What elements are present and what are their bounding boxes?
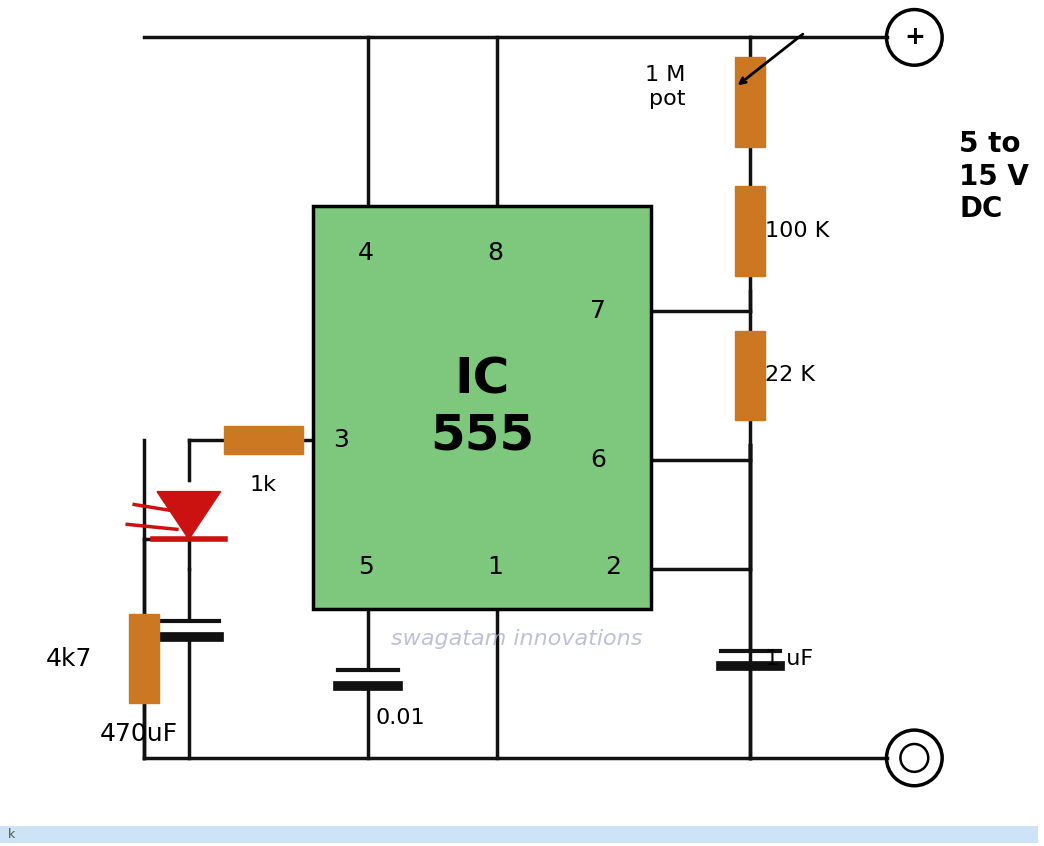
Bar <box>735 331 765 420</box>
Bar <box>129 614 159 703</box>
Text: 22 K: 22 K <box>765 365 815 385</box>
Text: 4: 4 <box>358 241 374 265</box>
Text: k: k <box>8 828 16 841</box>
Text: 1 M
pot: 1 M pot <box>645 65 686 108</box>
Text: 1: 1 <box>487 555 503 579</box>
Bar <box>223 426 303 453</box>
Bar <box>0 826 1038 843</box>
Polygon shape <box>157 492 220 539</box>
Text: 5: 5 <box>358 555 374 579</box>
Bar <box>735 58 765 146</box>
Text: +: + <box>904 25 925 49</box>
Text: 7: 7 <box>590 299 607 322</box>
Bar <box>735 186 765 276</box>
Text: 2: 2 <box>606 555 621 579</box>
Text: 100 K: 100 K <box>765 221 830 241</box>
Text: 470uF: 470uF <box>100 722 179 746</box>
Text: 6: 6 <box>590 448 607 472</box>
Text: 1k: 1k <box>250 475 277 495</box>
Text: 1 uF: 1 uF <box>765 649 813 668</box>
Text: IC
555: IC 555 <box>430 356 535 459</box>
Text: swagatam innovations: swagatam innovations <box>392 629 642 649</box>
Text: 4k7: 4k7 <box>46 646 93 671</box>
Bar <box>313 206 651 609</box>
Text: 3: 3 <box>333 428 349 452</box>
Text: 8: 8 <box>487 241 503 265</box>
Text: 0.01: 0.01 <box>376 708 425 728</box>
Text: 5 to
15 V
DC: 5 to 15 V DC <box>959 130 1029 223</box>
